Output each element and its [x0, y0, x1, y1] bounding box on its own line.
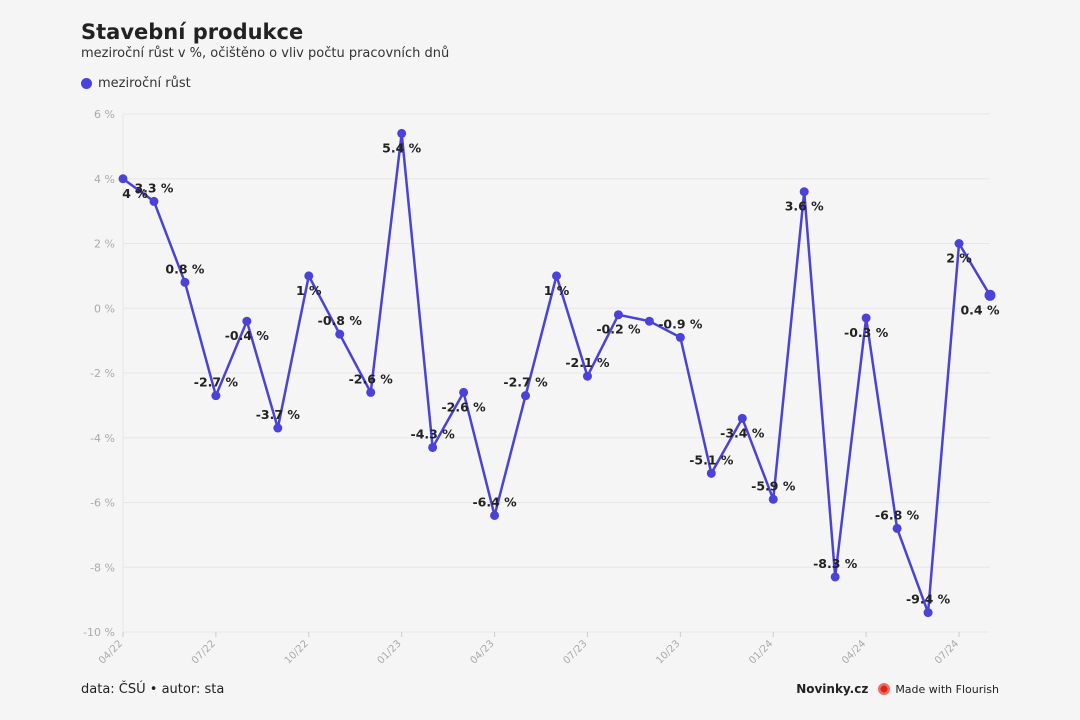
data-label: 1 % [544, 283, 570, 298]
y-tick-label: 2 % [94, 238, 115, 251]
y-tick-label: 0 % [94, 302, 115, 315]
data-point[interactable] [706, 468, 716, 478]
data-point[interactable] [954, 239, 964, 248]
data-point[interactable] [613, 310, 623, 320]
data-label: -2.6 % [441, 399, 486, 414]
x-tick-label: 04/23 [469, 638, 497, 666]
data-point[interactable] [768, 494, 778, 504]
legend: meziroční růst [81, 76, 191, 91]
data-point[interactable] [737, 413, 747, 423]
data-label: -2.7 % [503, 375, 548, 390]
x-tick-label: 04/24 [840, 638, 868, 666]
legend-marker-icon [81, 78, 92, 89]
data-label: -0.8 % [318, 313, 363, 328]
data-label: -9.4 % [906, 592, 951, 607]
data-point[interactable] [397, 128, 407, 138]
y-tick-label: 4 % [94, 173, 115, 186]
legend-label: meziroční růst [98, 76, 191, 91]
gridlines [123, 113, 990, 633]
data-label: -0.3 % [844, 325, 889, 340]
y-tick-label: 6 % [94, 108, 115, 121]
chart-subtitle: meziroční růst v %, očištěno o vliv počt… [81, 46, 450, 61]
y-axis: 6 % 4 % 2 % 0 % -2 % -4 % -6 % -8 % -10 % [83, 108, 124, 639]
data-label: -0.9 % [658, 316, 703, 331]
y-tick-label: -8 % [90, 561, 115, 574]
y-tick-label: -6 % [90, 497, 115, 510]
data-label: -3.7 % [256, 407, 301, 422]
x-axis: 04/22 07/22 10/22 01/23 04/23 07/23 10/23 01/24… [97, 632, 961, 667]
source-note: data: ČSÚ • autor: sta [81, 682, 225, 697]
data-point[interactable] [211, 391, 221, 401]
data-label: -5.1 % [689, 452, 734, 467]
data-point[interactable] [242, 316, 252, 326]
data-label: 0.8 % [165, 261, 204, 276]
x-tick-label: 07/24 [933, 638, 961, 666]
data-label: -0.2 % [596, 322, 641, 337]
data-point[interactable] [180, 277, 190, 287]
data-point[interactable] [521, 391, 531, 401]
data-label: -6.8 % [875, 507, 920, 522]
x-tick-label: 10/22 [283, 638, 311, 666]
data-label: -4.3 % [411, 426, 456, 441]
data-point[interactable] [428, 442, 438, 452]
data-labels: 4 %3.3 % 0.8 % -2.7 % -0.4 % -3.7 % 1 % -0.8 %… [122, 140, 1000, 606]
data-point[interactable] [799, 187, 809, 197]
data-label: -2.1 % [565, 355, 610, 370]
data-label: -2.6 % [349, 371, 394, 386]
data-point[interactable] [335, 329, 345, 339]
x-tick-label: 07/23 [561, 638, 589, 666]
chart-title: Stavební produkce [81, 20, 304, 44]
y-tick-label: -4 % [90, 432, 115, 445]
x-tick-label: 04/22 [97, 638, 125, 666]
data-point[interactable] [459, 387, 469, 397]
data-label: 2 % [946, 251, 972, 266]
data-point[interactable] [273, 423, 283, 433]
flourish-logo-icon [878, 683, 891, 695]
data-point[interactable] [923, 608, 933, 618]
data-label: -2.7 % [194, 375, 239, 390]
data-point[interactable] [984, 289, 996, 301]
brand-link[interactable]: Novinky.cz [796, 682, 869, 696]
data-label: 1 % [296, 283, 322, 298]
data-point[interactable] [304, 271, 314, 281]
data-label: 0.4 % [960, 302, 999, 317]
data-point[interactable] [149, 196, 159, 206]
data-point[interactable] [552, 271, 561, 281]
data-label: 4 % [122, 186, 148, 201]
data-point[interactable] [366, 387, 376, 397]
series-line [118, 128, 996, 618]
x-tick-label: 10/23 [654, 638, 682, 666]
data-label: -6.4 % [472, 494, 517, 509]
data-label: -8.3 % [813, 556, 858, 571]
data-point[interactable] [118, 174, 128, 184]
data-label: -3.4 % [720, 425, 765, 440]
data-point[interactable] [675, 332, 685, 342]
x-tick-label: 01/24 [747, 638, 775, 666]
data-point[interactable] [892, 523, 902, 533]
credits: Novinky.cz Made with Flourish [796, 682, 999, 696]
data-label: -0.4 % [225, 328, 270, 343]
data-label: 5.4 % [382, 140, 421, 155]
data-label: 3.6 % [785, 199, 824, 214]
data-label: 3.3 % [134, 180, 173, 195]
x-tick-label: 07/22 [190, 638, 218, 666]
data-label: -5.9 % [751, 478, 796, 493]
data-point[interactable] [644, 316, 654, 326]
y-tick-label: -2 % [90, 367, 115, 380]
data-point[interactable] [830, 572, 840, 582]
data-point[interactable] [582, 371, 592, 381]
y-tick-label: -10 % [83, 626, 115, 639]
flourish-link[interactable]: Made with Flourish [895, 682, 999, 696]
data-point[interactable] [861, 313, 871, 323]
data-point[interactable] [490, 510, 500, 520]
x-tick-label: 01/23 [376, 638, 404, 666]
